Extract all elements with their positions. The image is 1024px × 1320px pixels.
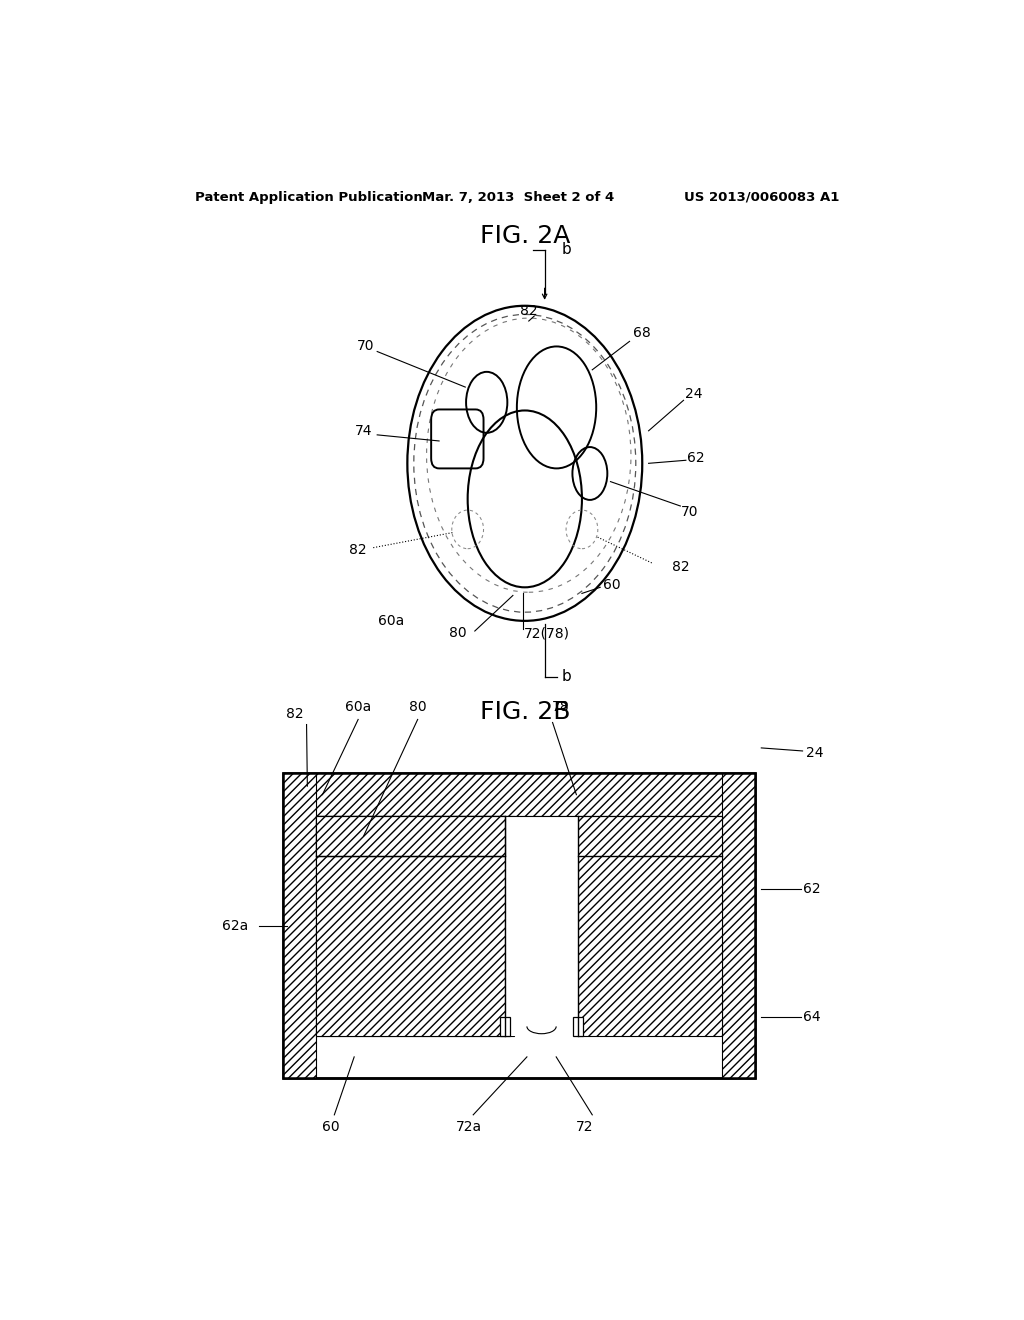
Text: Patent Application Publication: Patent Application Publication [196,190,423,203]
Text: FIG. 2A: FIG. 2A [479,224,570,248]
Text: 80: 80 [449,626,466,640]
Text: 80: 80 [409,700,426,714]
Text: 24: 24 [806,746,823,760]
Text: 82: 82 [286,708,303,721]
Text: 74: 74 [355,424,373,438]
Bar [316,816,722,1036]
Bar [722,774,755,1078]
Bar [500,1018,510,1036]
Text: Mar. 7, 2013  Sheet 2 of 4: Mar. 7, 2013 Sheet 2 of 4 [422,190,613,203]
Text: 70: 70 [681,506,698,519]
Text: 62: 62 [687,451,706,465]
Text: 62a: 62a [222,919,248,933]
Bar [573,1018,583,1036]
Text: FIG. 2B: FIG. 2B [479,700,570,725]
Bar [505,816,579,1036]
Text: 82: 82 [672,560,689,574]
Bar [316,816,505,855]
Text: 64: 64 [803,1010,821,1024]
Text: b: b [562,243,571,257]
Bar [283,774,755,1078]
Text: 82: 82 [520,304,538,318]
Text: 72: 72 [575,1121,593,1134]
Bar [316,816,505,855]
Bar [316,816,505,855]
Text: b: b [562,669,571,684]
Text: 62: 62 [803,882,821,896]
Text: 82: 82 [349,543,367,557]
Bar [283,774,316,1078]
Text: 70: 70 [357,339,375,354]
Text: 60a: 60a [345,700,372,714]
Text: 60: 60 [603,578,621,593]
Text: 78: 78 [552,700,569,714]
Text: 72(78): 72(78) [524,626,570,640]
Text: 24: 24 [685,387,702,401]
Bar [316,816,505,1036]
Bar [316,816,514,1036]
Bar [579,816,722,1036]
Text: 60: 60 [322,1121,339,1134]
Text: 60a: 60a [378,614,404,628]
Bar [316,816,498,1036]
Bar [283,774,755,1078]
Bar [283,774,755,816]
Text: 68: 68 [634,326,651,341]
Text: 72a: 72a [456,1121,482,1134]
Text: US 2013/0060083 A1: US 2013/0060083 A1 [684,190,839,203]
